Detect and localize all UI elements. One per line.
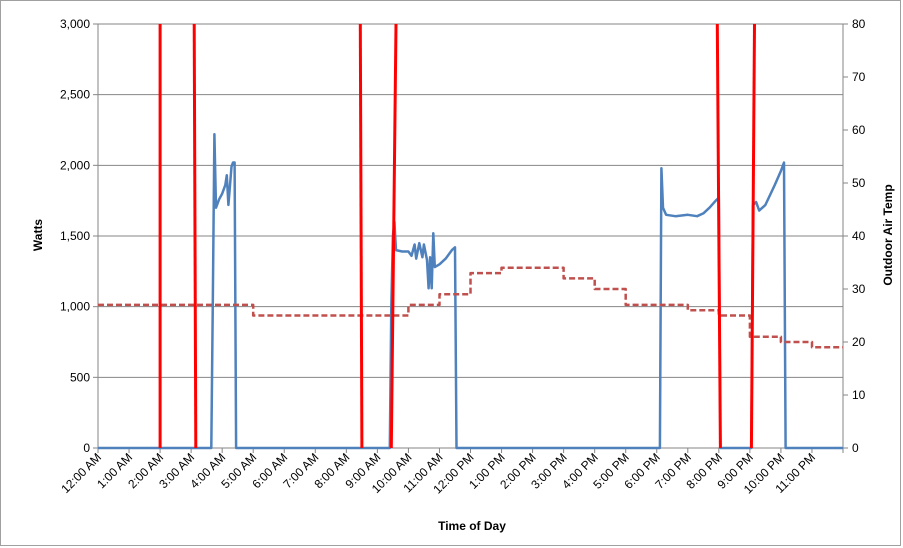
gridlines	[98, 23, 843, 378]
y-tick-label: 0	[83, 441, 90, 455]
axes	[93, 23, 848, 453]
y-tick-label: 1,000	[60, 300, 90, 314]
y-tick-label: 500	[70, 370, 90, 384]
y-tick-label: 3,000	[60, 17, 90, 31]
y2-tick-label: 10	[852, 388, 866, 402]
series-line-outdoor-temp	[98, 266, 843, 349]
series-marker-line	[389, 23, 398, 449]
y2-tick-label: 30	[852, 282, 866, 296]
series-marker-line	[715, 23, 722, 449]
y-axis-title: Watts	[31, 219, 45, 252]
y-tick-label: 2,500	[60, 88, 90, 102]
y2-tick-label: 80	[852, 17, 866, 31]
series-marker-line	[192, 23, 198, 449]
series-marker-line	[749, 23, 756, 449]
y-tick-label: 2,000	[60, 158, 90, 172]
y-tick-label: 1,500	[60, 229, 90, 243]
y2-tick-label: 20	[852, 335, 866, 349]
x-tick-label: 12:00 AM	[58, 450, 104, 496]
y-axis-ticks: 0 500 1,000 1,500 2,000 2,500 3,000	[60, 17, 90, 455]
y2-axis-title: Outdoor Air Temp	[881, 184, 895, 285]
series-marker-line	[358, 23, 364, 449]
y2-axis-ticks: 0 10 20 30 40 50 60 70 80	[852, 17, 866, 455]
y2-tick-label: 40	[852, 229, 866, 243]
y2-tick-label: 60	[852, 123, 866, 137]
series-group	[98, 23, 843, 450]
x-axis-title: Time of Day	[438, 519, 506, 533]
y2-tick-label: 70	[852, 70, 866, 84]
x-axis-ticks: 12:00 AM1:00 AM2:00 AM3:00 AM4:00 AM5:00…	[58, 450, 818, 496]
y2-tick-label: 0	[852, 441, 859, 455]
y2-tick-label: 50	[852, 176, 866, 190]
